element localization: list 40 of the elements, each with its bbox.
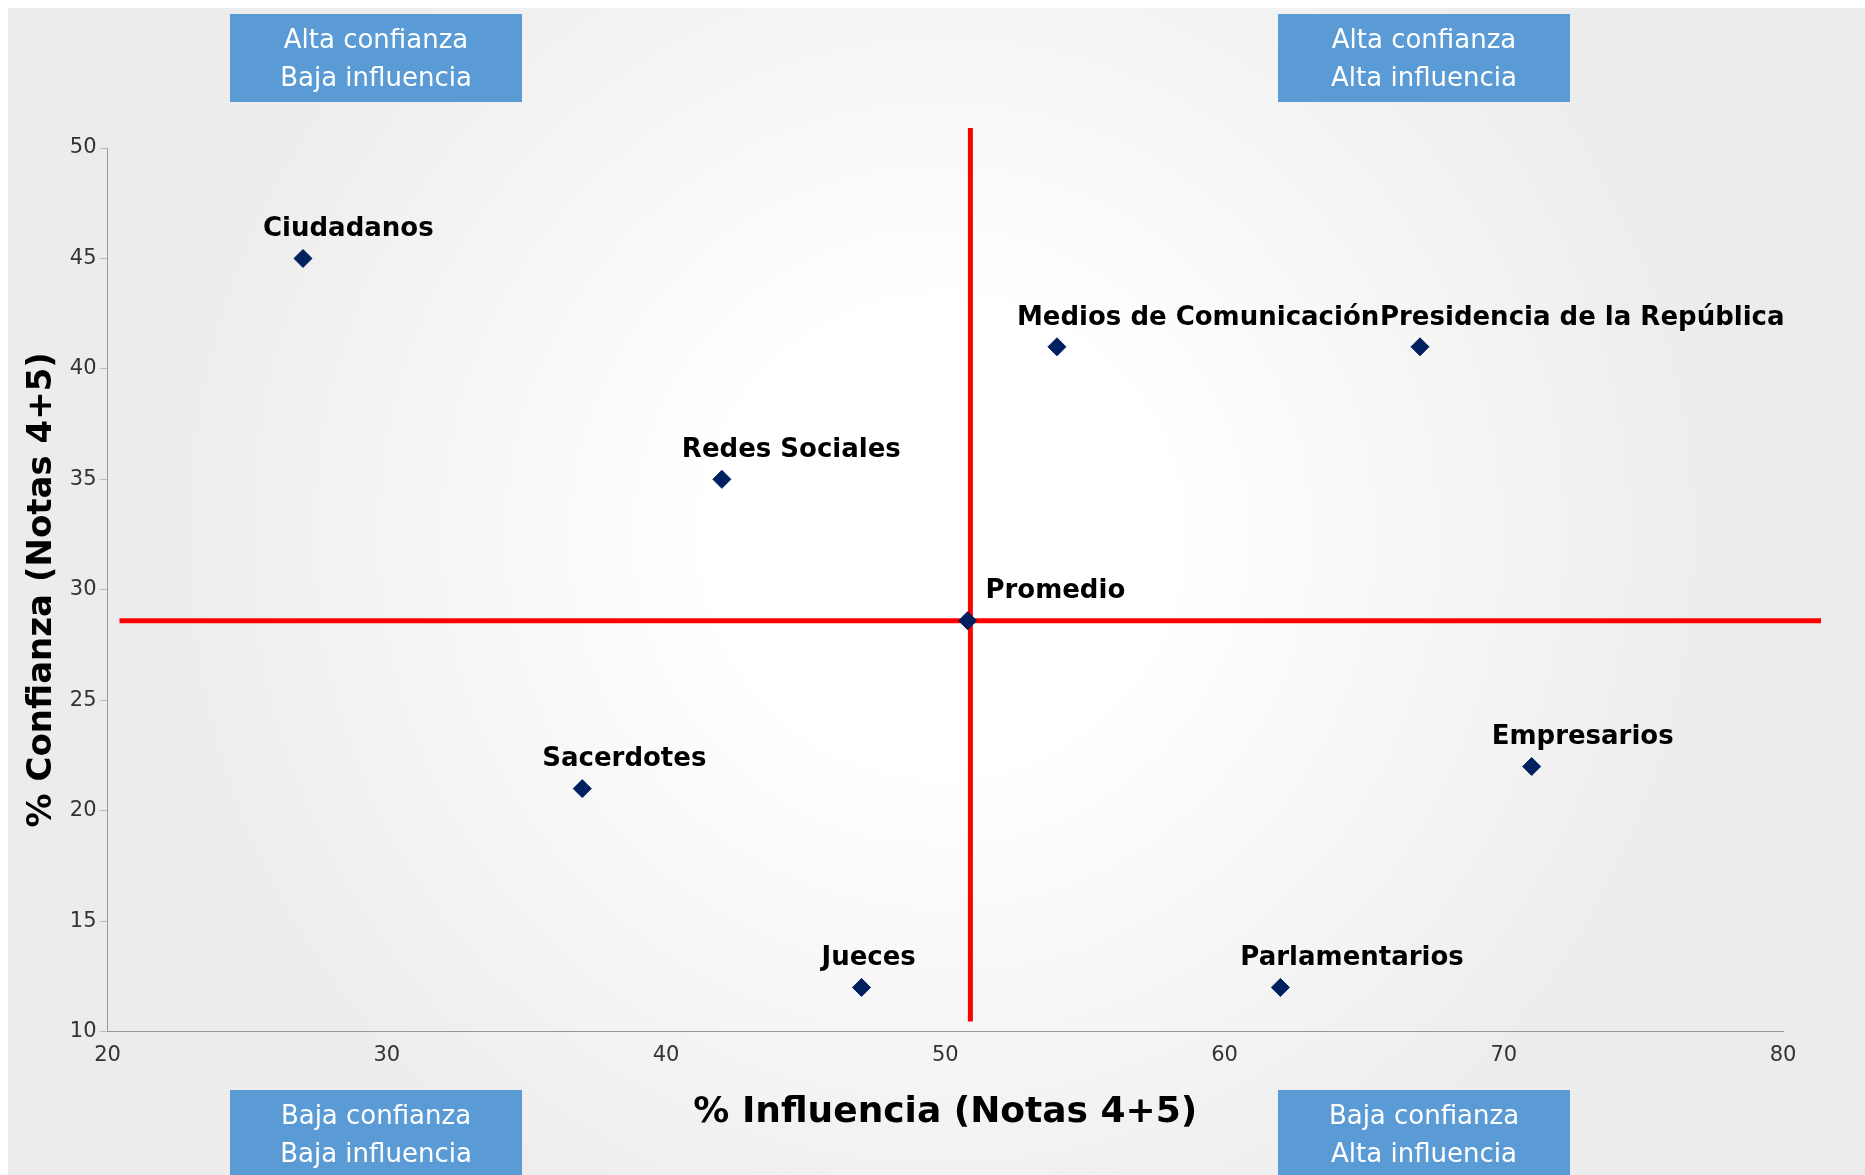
series-label: Jueces: [819, 941, 916, 972]
x-tick-label: 60: [1211, 1041, 1238, 1066]
text: Alta confianza Baja influencia: [279, 23, 473, 94]
y-tick-label: 50: [69, 134, 97, 159]
series-label: Parlamentarios: [1240, 941, 1464, 972]
point: [851, 977, 871, 997]
point: [293, 248, 313, 268]
point: [572, 779, 592, 799]
y-tick-label: 40: [69, 355, 97, 380]
point: [1047, 337, 1067, 357]
series-label: Promedio: [985, 574, 1126, 605]
series-label: Redes Sociales: [681, 433, 901, 464]
x-tick-label: 70: [1490, 1041, 1518, 1066]
x-tick-label: 50: [931, 1041, 959, 1066]
y-tick-label: 35: [69, 465, 97, 490]
point: [1410, 337, 1430, 357]
y-tick-label: 45: [69, 244, 97, 269]
x-tick-label: 80: [1769, 1041, 1797, 1066]
text: Baja confianza Baja influencia: [279, 1099, 473, 1170]
y-axis-title: % Confianza (Notas 4+5): [19, 352, 60, 828]
point: [1522, 757, 1542, 777]
x-tick-label: 30: [373, 1041, 401, 1066]
series-label: Presidencia de la República: [1379, 300, 1785, 331]
y-tick-label: 30: [69, 576, 97, 601]
point: [958, 611, 978, 631]
series-label: Ciudadanos: [262, 212, 434, 243]
x-axis-title: % Influencia (Notas 4+5): [693, 1088, 1198, 1130]
series-label: Sacerdotes: [542, 742, 707, 773]
x-tick-label: 40: [652, 1041, 680, 1066]
series-label: Medios de Comunicación: [1016, 300, 1380, 331]
text: Alta confianza Alta influencia: [1330, 23, 1518, 94]
point: [712, 469, 732, 489]
series-label: Empresarios: [1491, 720, 1674, 751]
text: Baja confianza Alta influencia: [1327, 1099, 1521, 1170]
y-tick-label: 20: [69, 797, 97, 822]
y-tick-label: 25: [69, 686, 97, 711]
y-tick-label: 15: [69, 907, 97, 932]
y-tick-label: 10: [69, 1018, 97, 1043]
point: [1270, 977, 1290, 997]
x-tick-label: 20: [94, 1041, 121, 1066]
